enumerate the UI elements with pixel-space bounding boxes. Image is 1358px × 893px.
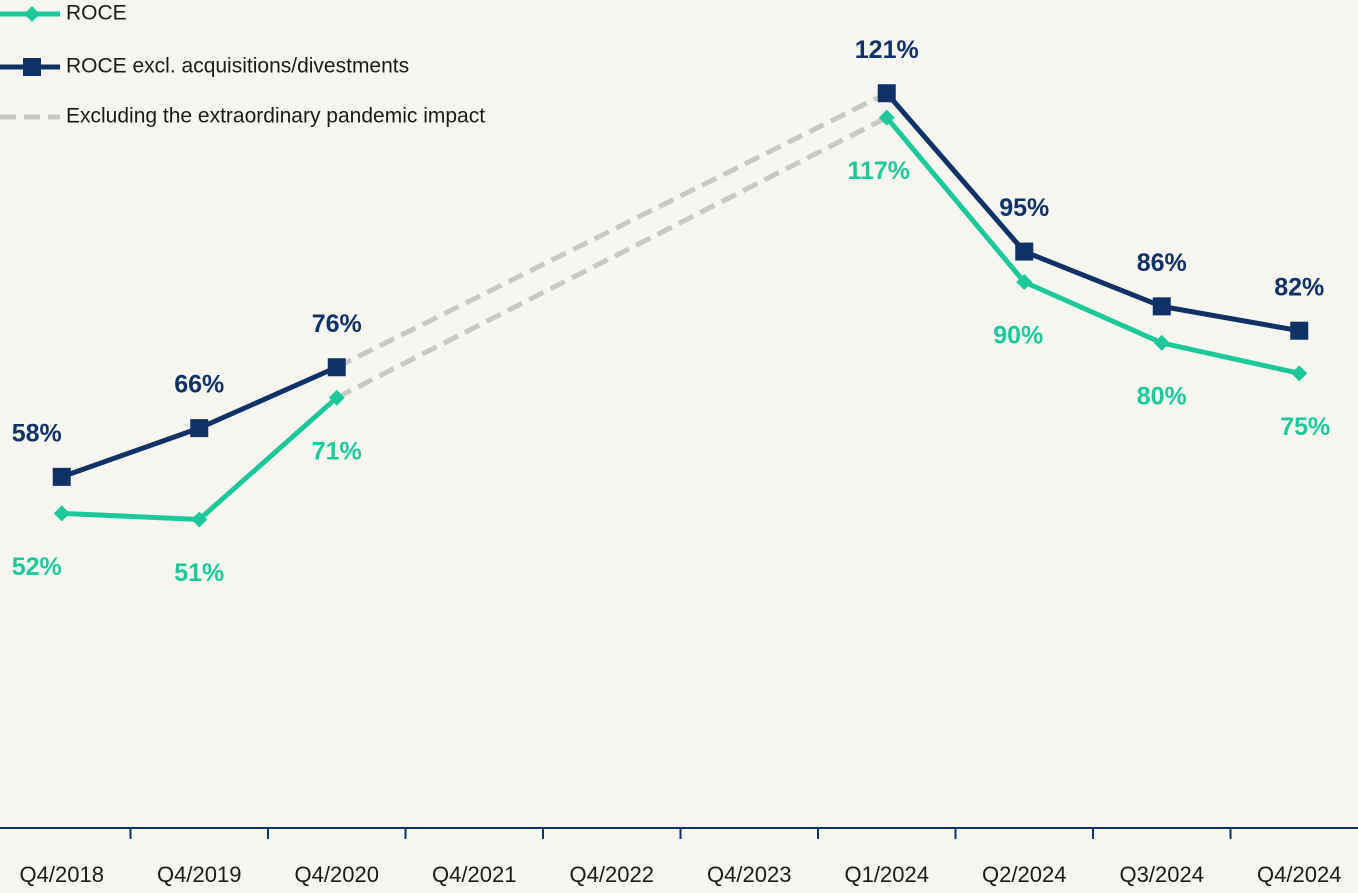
gap-line xyxy=(335,91,888,370)
marker xyxy=(52,467,71,486)
legend-label: ROCE xyxy=(66,2,127,25)
marker xyxy=(1015,242,1034,261)
marker xyxy=(1153,334,1170,351)
marker xyxy=(191,511,208,528)
data-label: 82% xyxy=(1274,273,1324,301)
marker xyxy=(190,419,209,438)
data-label: 86% xyxy=(1137,249,1187,277)
legend-label: ROCE excl. acquisitions/divestments xyxy=(66,55,409,78)
marker xyxy=(878,109,895,126)
data-label: 80% xyxy=(1137,382,1187,410)
marker xyxy=(1016,274,1033,290)
x-tick-label: Q2/2024 xyxy=(982,862,1066,887)
gap-line xyxy=(335,115,888,400)
data-label: 58% xyxy=(12,419,62,447)
data-label: 95% xyxy=(999,194,1049,222)
x-tick-label: Q4/2022 xyxy=(570,862,654,887)
series-line xyxy=(61,115,1300,522)
x-tick-label: Q4/2020 xyxy=(295,862,379,887)
data-label: 52% xyxy=(12,553,62,581)
x-tick-label: Q1/2024 xyxy=(845,862,929,887)
marker xyxy=(877,84,896,103)
marker xyxy=(24,6,40,22)
x-tick-label: Q4/2023 xyxy=(707,862,791,887)
x-tick-label: Q4/2021 xyxy=(432,862,516,887)
data-label: 51% xyxy=(174,559,224,587)
data-label: 66% xyxy=(174,371,224,399)
data-label: 76% xyxy=(312,310,362,338)
marker xyxy=(1291,365,1308,382)
series-line xyxy=(60,91,1300,480)
x-tick-label: Q4/2024 xyxy=(1257,862,1341,887)
marker xyxy=(327,358,346,377)
x-tick-label: Q4/2019 xyxy=(157,862,241,887)
marker xyxy=(23,58,41,76)
marker xyxy=(53,505,70,522)
marker xyxy=(1290,321,1309,340)
data-label: 117% xyxy=(847,157,910,185)
data-label: 75% xyxy=(1280,413,1330,441)
marker xyxy=(1152,297,1171,316)
data-label: 121% xyxy=(855,36,919,64)
legend-label: Excluding the extraordinary pandemic imp… xyxy=(66,105,485,128)
data-label: 71% xyxy=(312,437,362,465)
x-tick-label: Q3/2024 xyxy=(1120,862,1204,887)
marker xyxy=(328,389,345,406)
x-tick-label: Q4/2018 xyxy=(20,862,104,887)
data-label: 90% xyxy=(993,322,1043,350)
